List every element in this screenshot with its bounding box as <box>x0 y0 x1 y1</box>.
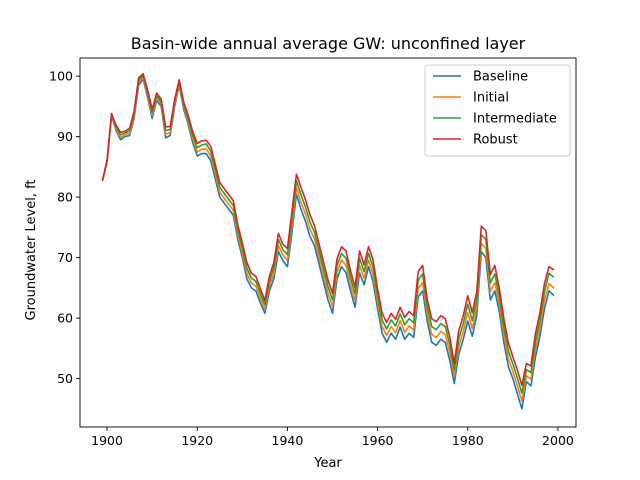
x-tick-label: 1920 <box>181 433 213 448</box>
legend-label-initial: Initial <box>473 91 509 106</box>
legend-label-baseline: Baseline <box>473 70 528 85</box>
y-tick-label: 60 <box>57 311 73 326</box>
series-line-robust <box>101 72 555 387</box>
y-tick-label: 50 <box>57 371 73 386</box>
y-tick-label: 100 <box>49 69 73 84</box>
chart-title: Basin-wide annual average GW: unconfined… <box>131 34 526 53</box>
legend-label-robust: Robust <box>473 133 518 148</box>
y-tick-label: 90 <box>57 129 73 144</box>
plot-area <box>101 72 555 410</box>
y-tick-label: 70 <box>57 250 73 265</box>
y-axis-label: Groundwater Level, ft <box>24 179 39 320</box>
axes-frame <box>79 57 577 428</box>
x-tick-label: 2000 <box>542 433 574 448</box>
x-tick-label: 1940 <box>272 433 304 448</box>
x-tick-label: 1900 <box>91 433 123 448</box>
x-axis-label: Year <box>313 456 342 471</box>
legend-box <box>424 64 571 157</box>
x-tick-label: 1980 <box>452 433 484 448</box>
legend-label-intermediate: Intermediate <box>473 112 557 127</box>
y-tick-label: 80 <box>57 190 73 205</box>
axes: 1900 1920 1940 1960 1980 2000 50 60 70 80 90 100 <box>49 57 577 448</box>
x-tick-label: 1960 <box>362 433 394 448</box>
legend: Baseline Initial Intermediate Robust <box>424 64 571 157</box>
